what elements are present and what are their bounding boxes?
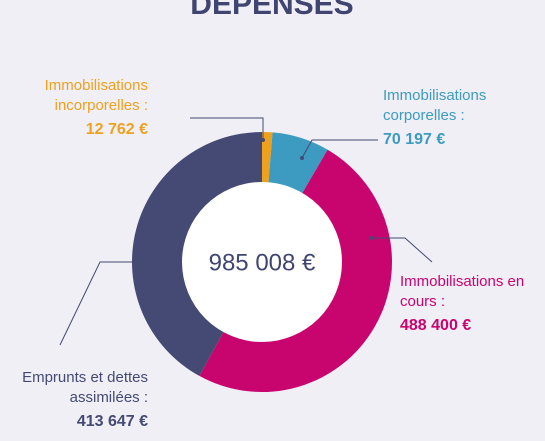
leader-line xyxy=(190,117,264,140)
leader-dot xyxy=(300,156,304,160)
leader-dot xyxy=(145,260,149,264)
donut-hole xyxy=(182,182,342,342)
leader-dots xyxy=(145,138,374,264)
label-corporelles: Immobilisations corporelles : 70 197 € xyxy=(383,86,503,150)
leader-line xyxy=(372,237,433,263)
value-label: 413 647 € xyxy=(76,413,148,430)
category-label: Immobilisations en cours : xyxy=(400,273,525,310)
value-label: 12 762 € xyxy=(85,121,148,138)
value-label: 70 197 € xyxy=(383,131,446,148)
label-emprunts: Emprunts et dettes assimilées : 413 647 € xyxy=(0,368,148,432)
label-en-cours: Immobilisations en cours : 488 400 € xyxy=(400,272,540,336)
leader-lines xyxy=(59,117,433,346)
chart-title: DEPENSES xyxy=(190,0,353,21)
category-label: Emprunts et dettes assimilées : xyxy=(22,369,148,406)
label-incorporelles: Immobilisations incorporelles : 12 762 € xyxy=(18,76,148,140)
leader-line xyxy=(59,261,147,346)
category-label: Immobilisations corporelles : xyxy=(383,87,487,124)
leader-dot xyxy=(261,138,265,142)
leader-dot xyxy=(370,236,374,240)
value-label: 488 400 € xyxy=(400,317,472,334)
category-label: Immobilisations incorporelles : xyxy=(44,77,148,114)
leader-line xyxy=(301,139,378,159)
total-label: 985 008 € xyxy=(209,249,316,276)
